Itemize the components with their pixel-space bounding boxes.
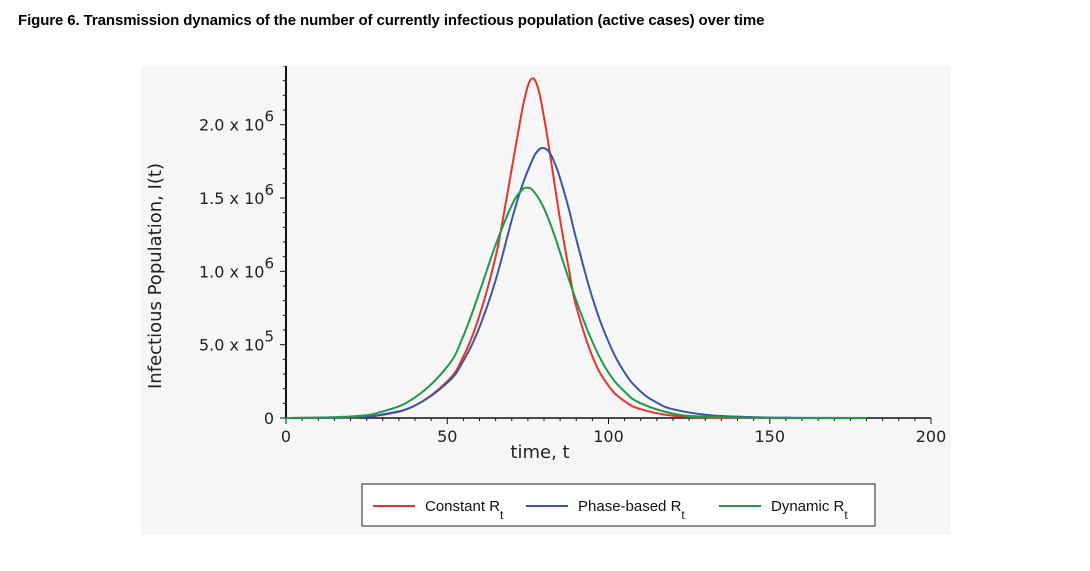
y-axis-label: Infectious Population, I(t) (145, 163, 166, 389)
legend: Constant Rt Phase-based Rt Dynamic Rt (361, 483, 876, 527)
line-chart: 0 50 100 150 200 0 5.0 x 105 1.0 x 106 1.5 x 106… (145, 66, 946, 527)
x-tick-label: 100 (593, 427, 624, 446)
legend-label: Dynamic Rt (771, 498, 848, 522)
legend-item-phase-based-rt: Phase-based Rt (526, 498, 685, 522)
ticks: 0 50 100 150 200 0 5.0 x 105 1.0 x 106 1.5 x 106… (199, 66, 946, 446)
y-tick-label: 5.0 x 105 (199, 328, 274, 355)
series-dynamic-rt (285, 186, 867, 420)
chart-panel: 0 50 100 150 200 0 5.0 x 105 1.0 x 106 1.5 x 106… (141, 66, 951, 535)
y-tick-label: 1.5 x 106 (199, 181, 274, 208)
figure-title: Figure 6. Transmission dynamics of the n… (18, 12, 765, 29)
series-layer (285, 77, 867, 420)
x-axis-label: time, t (510, 442, 569, 463)
axes (285, 66, 931, 419)
x-tick-label: 0 (281, 427, 291, 446)
series-phase-based-rt (285, 146, 867, 419)
legend-box (361, 483, 876, 527)
legend-item-constant-rt: Constant Rt (373, 498, 504, 522)
legend-items: Constant Rt Phase-based Rt Dynamic Rt (373, 498, 848, 522)
legend-label: Phase-based Rt (578, 498, 685, 522)
y-tick-label: 2.0 x 106 (199, 108, 274, 135)
legend-label: Constant Rt (425, 498, 504, 522)
x-tick-label: 50 (437, 427, 457, 446)
x-tick-label: 150 (754, 427, 785, 446)
y-tick-label: 1.0 x 106 (199, 254, 274, 281)
series-constant-rt (285, 77, 867, 420)
x-tick-label: 200 (916, 427, 947, 446)
legend-item-dynamic-rt: Dynamic Rt (719, 498, 848, 522)
y-tick-label: 0 (264, 409, 274, 428)
